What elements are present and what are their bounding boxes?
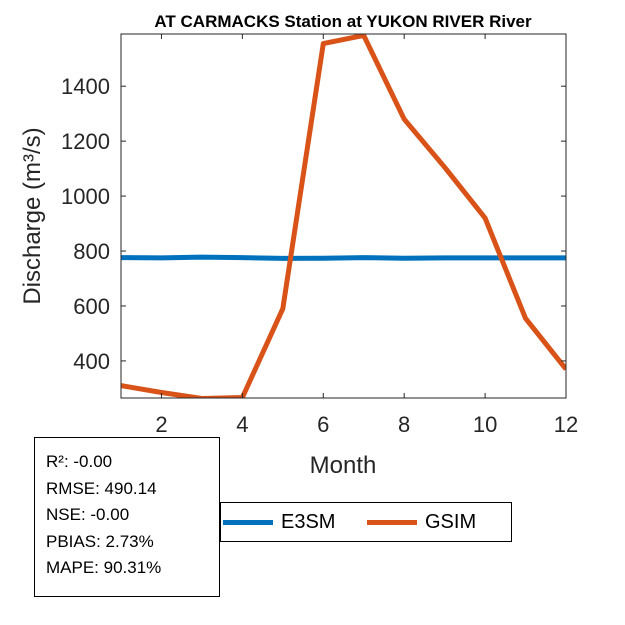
legend: E3SM GSIM — [220, 502, 512, 542]
legend-swatch-e3sm — [223, 519, 273, 525]
y-tick-label: 1400 — [61, 74, 110, 99]
x-tick-label: 2 — [155, 412, 167, 437]
plot-frame — [120, 33, 567, 399]
stat-nse: NSE: -0.00 — [46, 505, 130, 524]
stat-mape: MAPE: 90.31% — [46, 558, 162, 577]
stat-r2: R²: -0.00 — [46, 452, 113, 471]
stat-pbias: PBIAS: 2.73% — [46, 531, 154, 551]
y-axis-ticks: 400 600 800 1000 1200 1400 — [61, 74, 566, 374]
y-axis-label: Discharge (m³/s) — [19, 127, 46, 304]
legend-item-e3sm: E3SM — [223, 503, 335, 541]
stats-box: R²: -0.00 RMSE: 490.14 NSE: -0.00 PBIAS:… — [34, 437, 220, 597]
chart-title: AT CARMACKS Station at YUKON RIVER River — [154, 12, 532, 31]
x-tick-label: 10 — [473, 412, 497, 437]
x-tick-label: 4 — [236, 412, 248, 437]
x-axis-label: Month — [310, 452, 377, 479]
series-line-e3sm — [121, 254, 566, 261]
y-tick-label: 1200 — [61, 129, 110, 154]
y-tick-label: 400 — [73, 349, 110, 374]
x-axis-ticks: 2 4 6 8 10 12 — [155, 34, 578, 437]
legend-item-gsim: GSIM — [367, 503, 476, 541]
legend-swatch-gsim — [367, 519, 417, 525]
x-tick-label: 6 — [317, 412, 329, 437]
legend-label-gsim: GSIM — [425, 510, 477, 533]
x-tick-label: 12 — [554, 412, 578, 437]
stat-rmse: RMSE: 490.14 — [46, 478, 157, 498]
plot-area — [121, 34, 566, 398]
y-tick-label: 600 — [73, 294, 110, 319]
y-tick-label: 800 — [73, 239, 110, 264]
x-tick-label: 8 — [398, 412, 410, 437]
y-tick-label: 1000 — [61, 184, 110, 209]
legend-label-e3sm: E3SM — [281, 510, 336, 533]
